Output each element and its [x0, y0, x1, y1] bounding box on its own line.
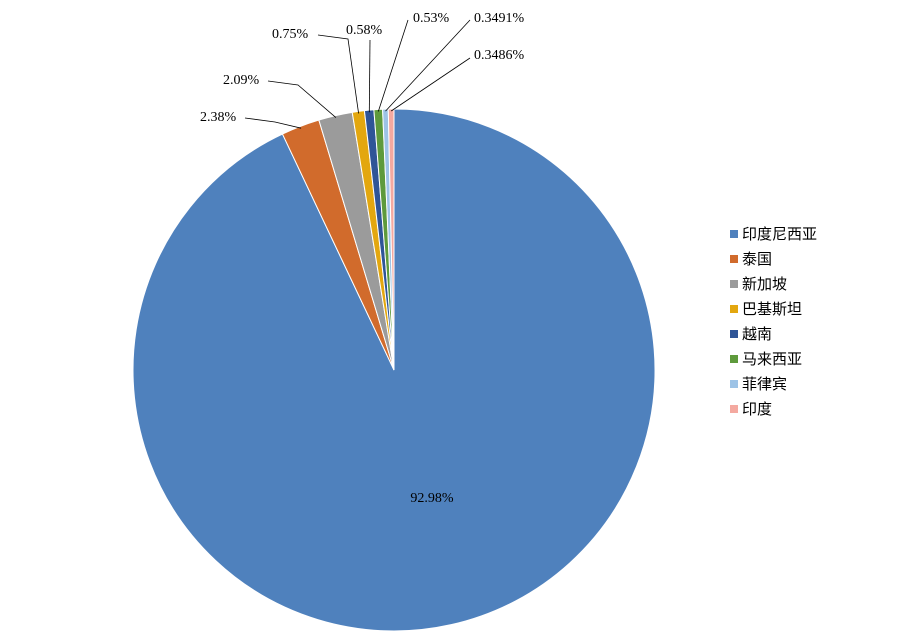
slice-5-leader-line	[368, 39, 371, 113]
slice-7-percent-label: 0.3491%	[474, 11, 525, 26]
slice-4-leader-line	[317, 34, 359, 114]
legend-swatch-4	[730, 305, 738, 313]
slice-3-leader-line	[267, 80, 337, 118]
slice-labels: 92.98% 2.38% 2.09% 0.75% 0.58% 0.53% 0.3491% 0.…	[200, 11, 525, 506]
slice-2-leader-line	[244, 117, 302, 129]
legend-swatch-8	[730, 405, 738, 413]
slice-7-leader-line	[385, 19, 471, 112]
legend-swatch-5	[730, 330, 738, 338]
legend-swatch-3	[730, 280, 738, 288]
slice-6-percent-label: 0.53%	[413, 11, 450, 26]
legend-label-7: 菲律宾	[742, 375, 787, 393]
slice-5-percent-label: 0.58%	[346, 23, 383, 38]
slice-8-percent-label: 0.3486%	[474, 48, 525, 63]
legend-label-3: 新加坡	[742, 275, 787, 293]
legend-label-8: 印度	[742, 400, 772, 418]
legend-label-5: 越南	[742, 325, 772, 343]
legend-swatch-2	[730, 255, 738, 263]
legend-swatch-1	[730, 230, 738, 238]
legend-swatch-7	[730, 380, 738, 388]
slice-6-leader-line	[377, 19, 409, 112]
legend-swatch-6	[730, 355, 738, 363]
legend-label-4: 巴基斯坦	[742, 300, 802, 318]
slice-2-percent-label: 2.38%	[200, 110, 237, 125]
slice-1-percent-label: 92.98%	[410, 491, 454, 506]
slice-8-leader-line	[390, 57, 471, 112]
leader-lines	[244, 19, 471, 129]
legend-label-1: 印度尼西亚	[742, 225, 817, 243]
pie-slices	[132, 108, 656, 632]
slice-4-percent-label: 0.75%	[272, 27, 309, 42]
legend-label-6: 马来西亚	[742, 350, 802, 368]
slice-3-percent-label: 2.09%	[223, 73, 260, 88]
legend-label-2: 泰国	[742, 250, 772, 268]
